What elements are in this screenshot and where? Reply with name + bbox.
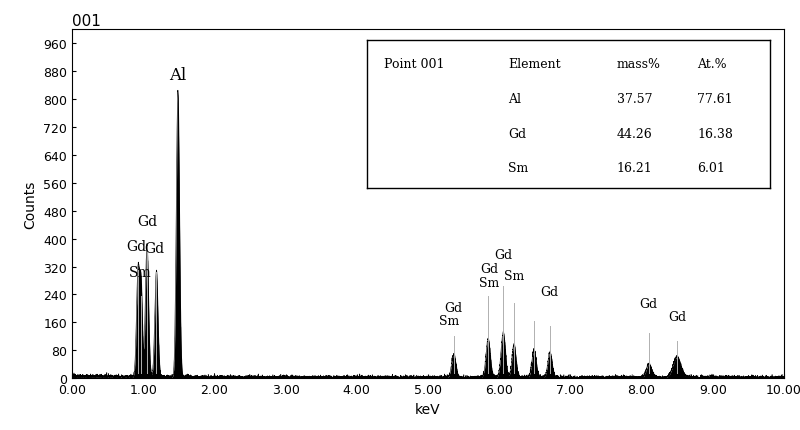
Text: Sm: Sm [504,270,524,283]
Text: Gd: Gd [145,241,165,255]
Text: Al: Al [170,67,186,84]
Text: Gd: Gd [480,263,498,276]
Text: Sm: Sm [129,266,152,280]
Text: Gd: Gd [668,310,686,323]
X-axis label: keV: keV [415,402,441,416]
Text: Sm: Sm [439,314,459,327]
Text: Sm: Sm [479,276,499,289]
Text: Gd: Gd [494,249,513,262]
Text: Gd: Gd [137,215,157,229]
Text: Gd: Gd [541,286,559,298]
Y-axis label: Counts: Counts [23,180,38,228]
Text: Gd: Gd [640,298,658,310]
Text: 001: 001 [72,14,101,29]
Text: Gd: Gd [445,301,462,314]
Text: Gd: Gd [126,240,146,254]
